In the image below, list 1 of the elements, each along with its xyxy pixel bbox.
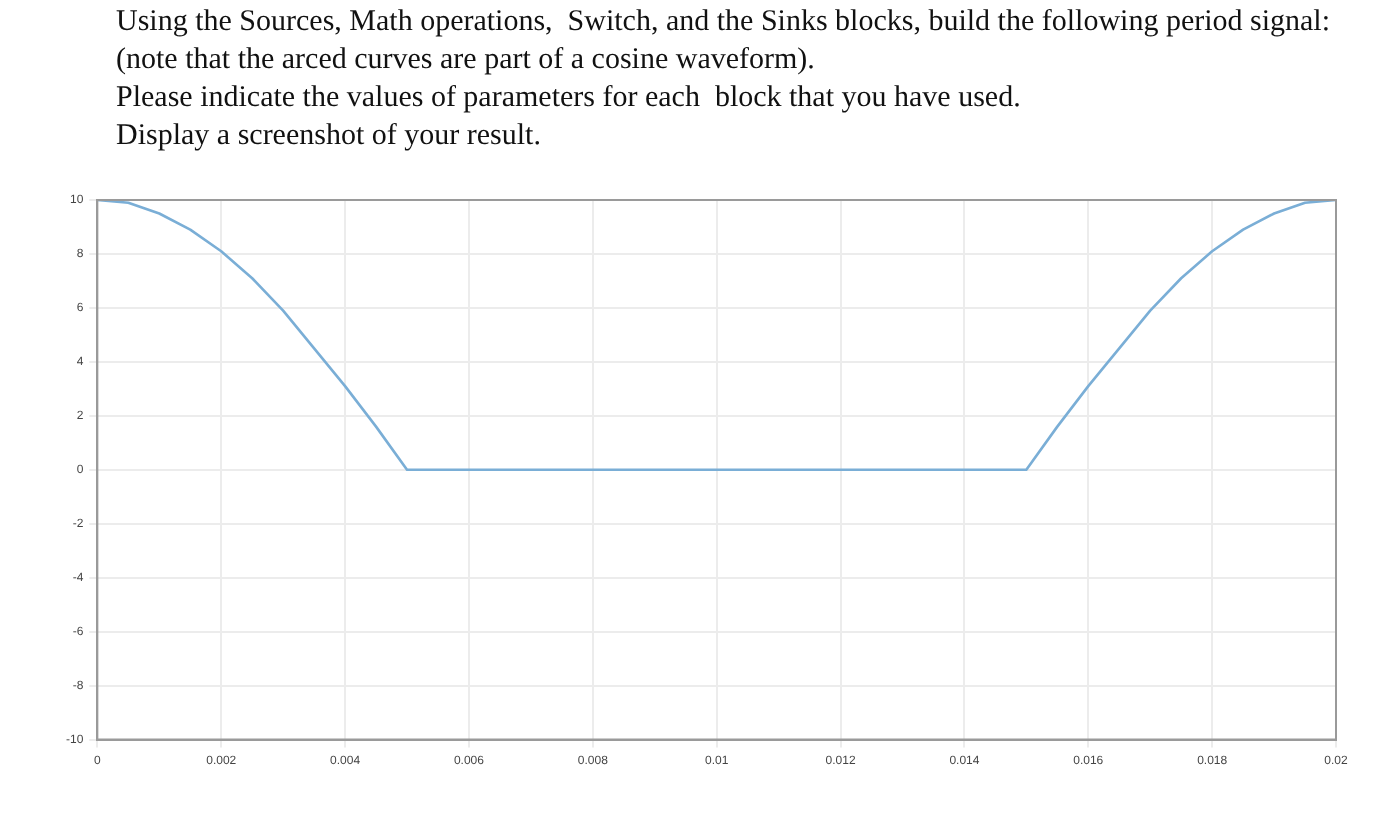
chart-title: Using the Sources, Math operations, Switch, and the Sinks blocks, build the following period signal: (note that the arced curves are part of a cosine waveform). Please indicate the values of parameters for each block that you have used. Display a screenshot of your result.: [116, 4, 1333, 156]
